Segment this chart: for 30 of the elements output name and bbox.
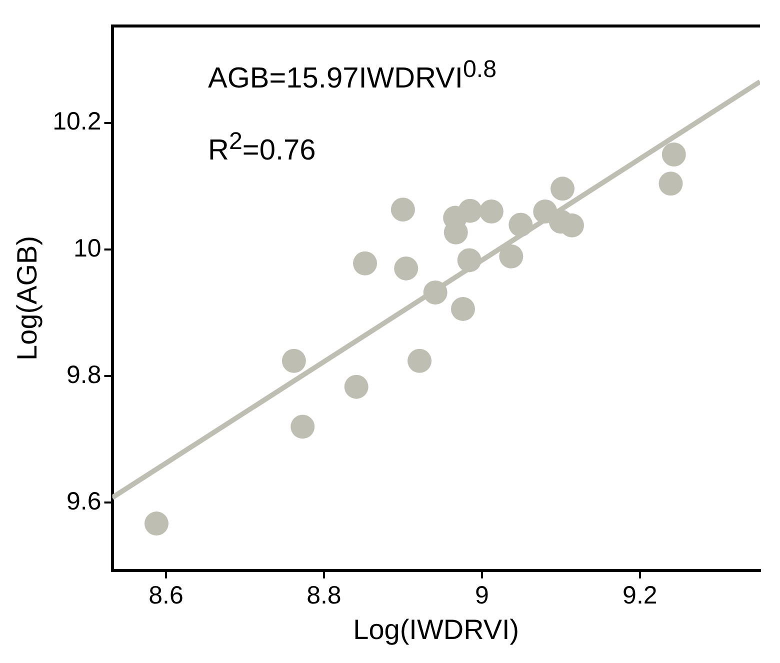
y-tick-label: 9.8: [66, 360, 102, 389]
point: [394, 256, 418, 280]
point: [282, 348, 306, 373]
point: [423, 280, 448, 305]
point: [408, 348, 432, 373]
y-tick-label: 9.6: [66, 488, 102, 516]
y-tick-label: 10.2: [52, 108, 102, 136]
point: [662, 142, 686, 167]
y-axis-title: Log(AGB): [12, 236, 43, 360]
x-tick-label: 8.8: [306, 581, 342, 610]
y-tick-label: 10: [73, 234, 102, 262]
x-axis-title: Log(IWDRVI): [353, 614, 520, 645]
point: [457, 248, 482, 272]
x-tick-label: 9.2: [622, 581, 658, 610]
x-tick-label: 8.6: [148, 581, 184, 610]
x-tick-label: 9: [474, 581, 489, 610]
point: [450, 296, 475, 321]
point: [658, 172, 683, 196]
annotation: R$^{2}$=0.76: [208, 128, 316, 168]
point: [479, 199, 504, 224]
point: [458, 198, 482, 223]
point: [499, 244, 524, 268]
point: [144, 512, 168, 536]
point: [508, 212, 533, 237]
point: [290, 414, 315, 439]
point: [344, 374, 368, 399]
point: [550, 176, 575, 201]
point: [353, 251, 378, 276]
point: [390, 198, 415, 222]
annotation: AGB=15.97IWDRVI$^{0.8}$: [208, 56, 497, 96]
